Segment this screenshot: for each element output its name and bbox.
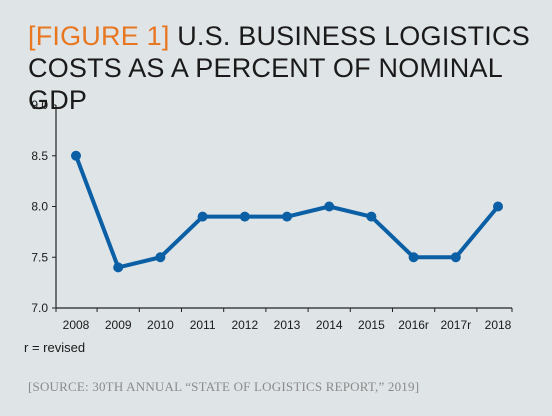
figure-label: [FIGURE 1] xyxy=(28,21,170,51)
data-point xyxy=(113,262,124,273)
y-tick-label: 8.5 xyxy=(31,149,48,163)
title-text-1: U.S. BUSINESS LOGISTICS xyxy=(177,21,530,51)
revised-footnote: r = revised xyxy=(24,340,86,355)
figure-title: [FIGURE 1] U.S. BUSINESS LOGISTICS COSTS… xyxy=(28,20,538,116)
data-point xyxy=(493,201,503,212)
x-tick-label: 2015 xyxy=(358,318,385,332)
x-tick-label: 2017r xyxy=(440,318,471,332)
title-line-1: [FIGURE 1] U.S. BUSINESS LOGISTICS xyxy=(28,20,538,52)
x-tick-label: 2014 xyxy=(316,318,343,332)
x-tick-label: 2008 xyxy=(63,318,90,332)
y-tick-label: 9.0 xyxy=(31,98,48,112)
source-note: [SOURCE: 30TH ANNUAL “STATE OF LOGISTICS… xyxy=(28,379,420,394)
x-tick-label: 2009 xyxy=(105,318,132,332)
x-tick-label: 2013 xyxy=(274,318,301,332)
x-tick-label: 2018 xyxy=(485,318,512,332)
y-tick-label: 7.0 xyxy=(31,301,48,315)
data-point xyxy=(71,150,81,161)
y-tick-label: 7.5 xyxy=(31,250,48,264)
x-tick-label: 2011 xyxy=(190,318,216,332)
title-line-2: COSTS AS A PERCENT OF NOMINAL GDP xyxy=(28,53,502,115)
y-axis: 7.0 7.5 8.0 8.5 9.0 xyxy=(31,98,57,315)
x-axis: 2008 2009 2010 2011 2012 2013 2014 2015 2016r 201… xyxy=(55,307,513,332)
data-point xyxy=(197,211,208,222)
x-tick-label: 2010 xyxy=(147,318,174,332)
data-point xyxy=(408,252,419,263)
x-tick-label: 2016r xyxy=(398,318,429,332)
series-line xyxy=(74,153,500,270)
data-point xyxy=(366,211,377,222)
data-point xyxy=(239,211,250,222)
y-tick-label: 8.0 xyxy=(31,200,48,214)
data-point xyxy=(324,201,335,212)
data-point xyxy=(450,252,461,263)
series-group xyxy=(71,150,503,273)
x-tick-label: 2012 xyxy=(231,318,258,332)
data-point xyxy=(282,211,292,222)
data-point xyxy=(155,252,166,263)
